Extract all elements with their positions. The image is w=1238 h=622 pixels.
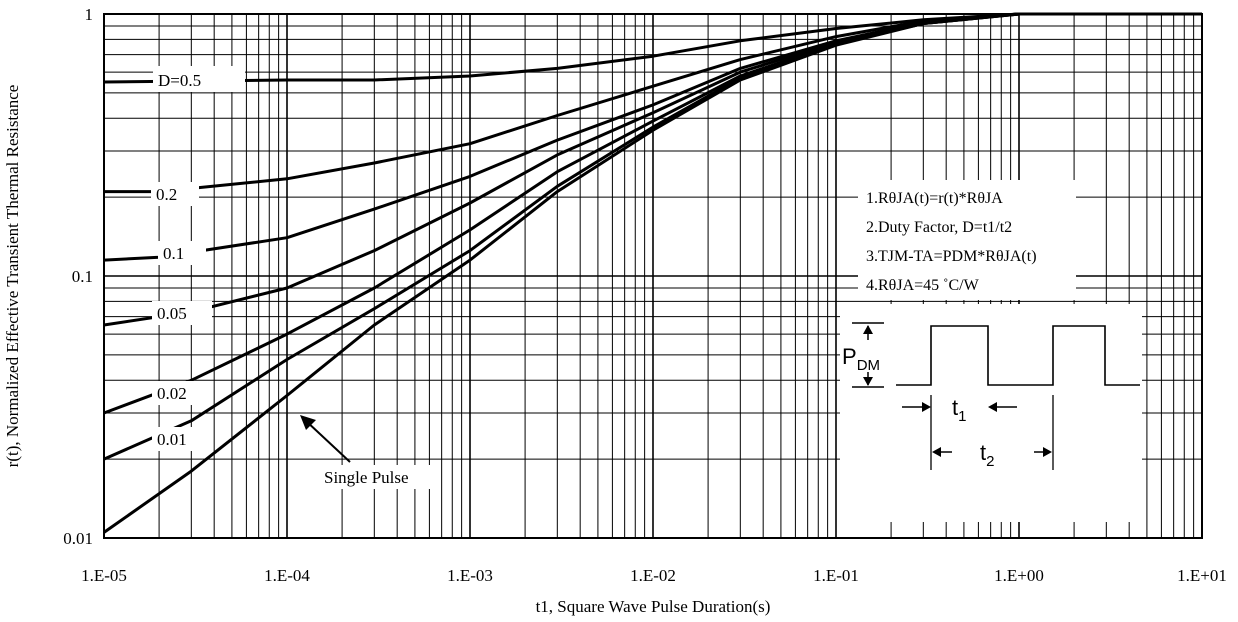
series-line — [103, 12, 1202, 534]
series-label: 0.02 — [157, 384, 187, 403]
single-pulse-arrow — [300, 415, 351, 463]
note-2: 2.Duty Factor, D=t1/t2 — [866, 219, 1012, 236]
plot-frame — [103, 13, 1203, 539]
note-3: 3.TJM-TA=PDM*RθJA(t) — [866, 248, 1037, 265]
series-label-bg — [158, 241, 206, 265]
series-labels: D=0.5 0.2 0.1 0.05 0.02 0.01 Single Pulse — [151, 66, 433, 489]
pdm-arrow-head-top — [863, 325, 873, 334]
series-label-bg — [153, 66, 245, 92]
pdm-arrow-head-bottom — [863, 377, 873, 386]
t2-right-arrow-head — [1043, 447, 1052, 457]
series-label: D=0.5 — [158, 71, 201, 90]
y-tick-label: 0.1 — [72, 267, 93, 286]
series-label: 0.2 — [156, 185, 177, 204]
note-1: 1.RθJA(t)=r(t)*RθJA — [866, 190, 1003, 207]
x-tick-label: 1.E-04 — [264, 566, 310, 585]
series-label-bg — [319, 465, 433, 489]
series-label: 0.05 — [157, 304, 187, 323]
x-tick-label: 1.E-03 — [447, 566, 493, 585]
series-label-bg — [152, 301, 212, 325]
x-tick-label: 1.E-05 — [81, 566, 127, 585]
tick-labels: 1.E-05 1.E-04 1.E-03 1.E-02 1.E-01 1.E+00 1.E+… — [63, 5, 1227, 585]
t1-right-arrow-head — [988, 402, 997, 412]
series-label-bg — [152, 427, 204, 451]
series-label: 0.1 — [163, 244, 184, 263]
pdm-label: PDM — [842, 344, 880, 374]
pulse-waveform-diagram: PDM t1 t2 — [840, 304, 1142, 522]
x-tick-label: 1.E-02 — [630, 566, 676, 585]
y-tick-label: 1 — [85, 5, 94, 24]
t2-label: t2 — [980, 440, 994, 470]
t1-label: t1 — [952, 395, 966, 425]
notes-box: 1.RθJA(t)=r(t)*RθJA 2.Duty Factor, D=t1/… — [858, 180, 1076, 300]
y-tick-label: 0.01 — [63, 529, 93, 548]
x-tick-label: 1.E-01 — [813, 566, 859, 585]
series-label: Single Pulse — [324, 468, 409, 487]
t2-left-arrow-head — [932, 447, 941, 457]
x-tick-label: 1.E+01 — [1177, 566, 1227, 585]
note-4: 4.RθJA=45 ˚C/W — [866, 277, 980, 294]
x-axis-title: t1, Square Wave Pulse Duration(s) — [536, 597, 771, 616]
pulse-waveform — [896, 325, 1140, 386]
plot-grid — [103, 14, 1202, 539]
series-label-bg — [152, 381, 204, 405]
series-label: 0.01 — [157, 430, 187, 449]
series-label-bg — [151, 182, 199, 206]
series-lines — [103, 12, 1202, 534]
t1-left-arrow-head — [922, 402, 931, 412]
y-axis-title: r(t), Normalized Effective Transient The… — [3, 85, 22, 468]
x-tick-label: 1.E+00 — [994, 566, 1044, 585]
